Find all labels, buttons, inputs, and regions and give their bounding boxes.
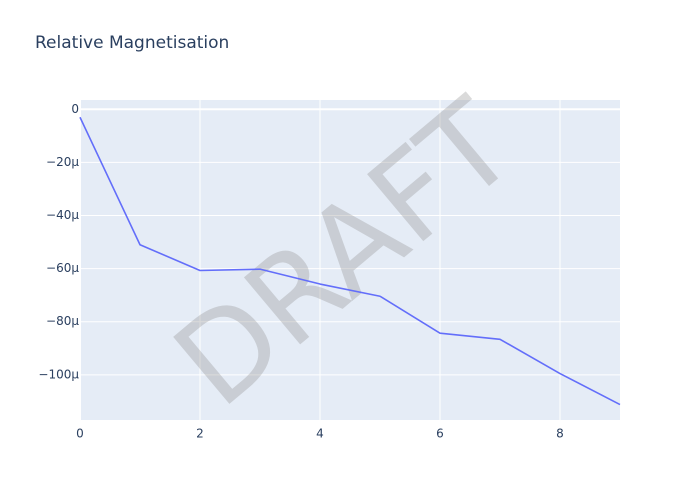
- chart-title: Relative Magnetisation: [35, 33, 230, 53]
- series-line: [79, 116, 621, 406]
- grid-lines: [79, 100, 620, 420]
- x-tick-label: 2: [196, 427, 204, 441]
- x-tick-label: 6: [436, 427, 444, 441]
- x-tick-label: 4: [316, 427, 324, 441]
- y-tick-label: 0: [71, 102, 79, 116]
- y-tick-label: −100μ: [38, 367, 79, 381]
- plot-background: [80, 100, 620, 420]
- y-axis-ticks: 0 −20μ −40μ −60μ −80μ −100μ: [38, 102, 79, 382]
- y-tick-label: −60μ: [46, 261, 79, 275]
- x-axis-ticks: 0 2 4 6 8: [76, 427, 564, 441]
- x-tick-label: 0: [76, 427, 84, 441]
- series-layer: [79, 116, 621, 406]
- y-tick-label: −20μ: [46, 155, 79, 169]
- y-tick-label: −80μ: [46, 314, 79, 328]
- y-tick-label: −40μ: [46, 208, 79, 222]
- x-tick-label: 8: [556, 427, 564, 441]
